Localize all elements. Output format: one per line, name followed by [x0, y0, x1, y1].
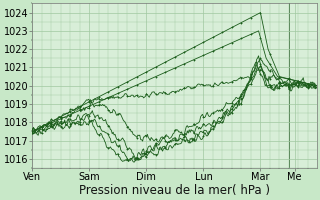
X-axis label: Pression niveau de la mer( hPa ): Pression niveau de la mer( hPa ) [79, 184, 270, 197]
